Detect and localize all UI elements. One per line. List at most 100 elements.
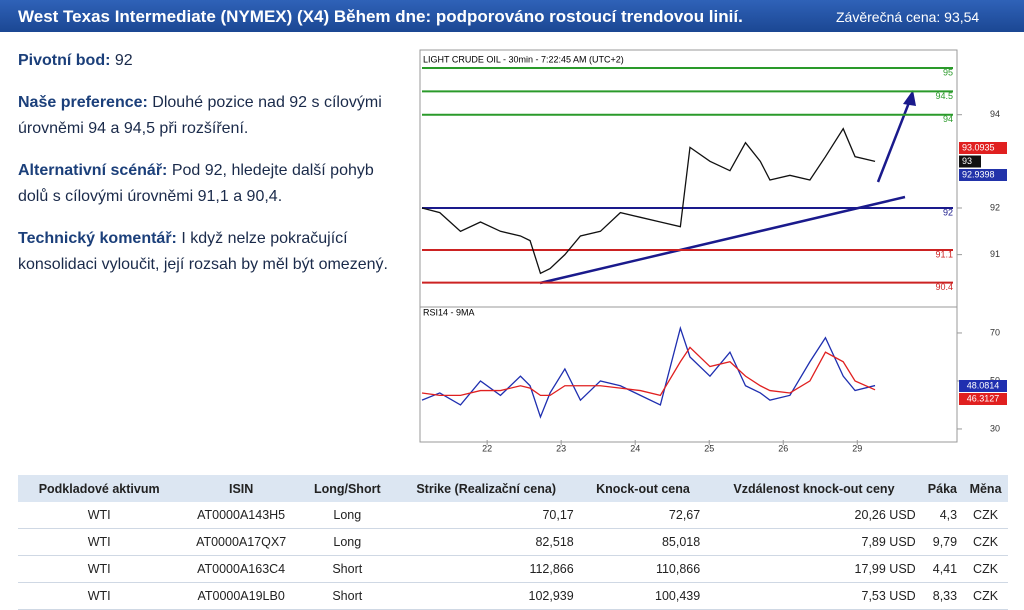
chart-title: LIGHT CRUDE OIL - 30min - 7:22:45 AM (UT… [423, 54, 624, 64]
table-cell: 72,67 [579, 502, 707, 529]
table-cell: Long [301, 528, 393, 556]
paragraph: Naše preference: Dlouhé pozice nad 92 s … [18, 90, 408, 142]
level-label: 91.1 [935, 249, 953, 259]
price-label: 92.9398 [962, 169, 995, 179]
column-header: Měna [963, 475, 1008, 502]
table-cell: 20,26 USD [706, 502, 922, 529]
table-cell: 70,17 [392, 502, 580, 529]
table-cell: WTI [18, 502, 181, 529]
table-body: WTI AT0000A143H5 Long 70,17 72,67 20,26 USD 4,… [18, 502, 1008, 610]
table-cell: Short [301, 555, 393, 583]
table-row: WTI AT0000A17QX7 Long 82,518 85,018 7,89 USD 9… [18, 528, 1008, 556]
text: I když nelze pokračující konsolidaci vyl… [18, 230, 388, 273]
level-label: 95 [943, 67, 953, 77]
table-cell: 9,79 [921, 528, 964, 556]
arrow [876, 99, 912, 183]
y-tick-label: 92 [990, 202, 1000, 212]
table-row: WTI AT0000A19LB0 Short 102,939 100,439 7,53 U… [18, 582, 1008, 610]
text: 92 [114, 52, 133, 69]
table-cell: CZK [963, 528, 1008, 556]
table-cell: AT0000A17QX7 [180, 528, 302, 556]
table-cell: Long [301, 502, 393, 529]
chart-title: RSI14 - 9MA [423, 307, 475, 317]
level-label: 92 [943, 207, 953, 217]
table-cell: 7,53 USD [706, 582, 922, 610]
table: Podkladové aktivum ISIN Long/Short Strike (… [18, 475, 1008, 610]
table-cell: WTI [18, 528, 181, 556]
table-cell: WTI [18, 555, 181, 583]
table-row: WTI AT0000A143H5 Long 70,17 72,67 20,26 USD 4,… [18, 502, 1008, 529]
price-label: 93 [962, 156, 972, 166]
last-value-label: 46.3127 [967, 393, 1000, 403]
header: West Texas Intermediate (NYMEX) (X4) Běh… [0, 0, 1024, 32]
label: Pivotní bod: [18, 52, 111, 69]
header-title: West Texas Intermediate (NYMEX) (X4) Běh… [18, 7, 743, 26]
column-header: ISIN [180, 475, 302, 502]
column-header: Vzdálenost knock-out ceny [706, 475, 922, 502]
price-box [959, 169, 1007, 181]
table-cell: 8,33 [921, 582, 964, 610]
table-cell: 110,866 [579, 555, 707, 583]
column-header: Páka [921, 475, 964, 502]
table-cell: 82,518 [392, 528, 580, 556]
column-header: Long/Short [301, 475, 393, 502]
x-tick-label: 23 [556, 443, 566, 453]
paragraph: Technický komentář: I když nelze pokraču… [18, 226, 408, 278]
series-line [421, 325, 876, 419]
table-cell: 7,89 USD [706, 528, 922, 556]
column-header: Knock-out cena [579, 475, 707, 502]
paragraph: Pivotní bod: 92 [18, 48, 408, 74]
table-cell: AT0000A19LB0 [180, 582, 302, 610]
column-header: Strike (Realizační cena) [392, 475, 580, 502]
y-tick-label: 70 [990, 327, 1000, 337]
label: Alternativní scénář: [18, 162, 168, 179]
arrow-head [903, 90, 916, 106]
table-cell: 85,018 [579, 528, 707, 556]
column-header: Podkladové aktivum [18, 475, 181, 502]
y-tick-label: 30 [990, 423, 1000, 433]
chart: LIGHT CRUDE OIL - 30min - 7:22:45 AM (UT… [419, 49, 1007, 453]
table-cell: 4,3 [921, 502, 964, 529]
label: Technický komentář: [18, 230, 177, 247]
series-line [421, 127, 876, 275]
last-value-box [959, 380, 1007, 392]
chart-frame [419, 49, 958, 443]
close-price: Závěrečná cena: 93,54 [836, 9, 980, 25]
commentary: Pivotní bod: 92 Naše preference: Dlouhé … [18, 48, 408, 294]
x-tick-label: 24 [630, 443, 640, 453]
table-cell: 112,866 [392, 555, 580, 583]
table-cell: Short [301, 582, 393, 610]
price-label: 93.0935 [962, 142, 995, 152]
table-cell: AT0000A163C4 [180, 555, 302, 583]
table-cell: 4,41 [921, 555, 964, 583]
series-line [421, 346, 876, 397]
table-cell: AT0000A143H5 [180, 502, 302, 529]
trend-line [539, 195, 906, 285]
table-row: WTI AT0000A163C4 Short 112,866 110,866 17,99 … [18, 555, 1008, 583]
header-row: Podkladové aktivum ISIN Long/Short Strike (… [18, 475, 1008, 502]
level-label: 90.4 [935, 282, 953, 292]
table-cell: 17,99 USD [706, 555, 922, 583]
x-tick-label: 29 [852, 443, 862, 453]
last-value-box [959, 393, 1007, 405]
table-cell: CZK [963, 555, 1008, 583]
price-box [959, 142, 1007, 154]
last-value-label: 48.0814 [967, 380, 1000, 390]
paragraph: Alternativní scénář: Pod 92, hledejte da… [18, 158, 408, 210]
text: Dlouhé pozice nad 92 s cílovými úrovněmi… [18, 94, 382, 137]
level-label: 94.5 [935, 91, 953, 101]
text: Pod 92, hledejte další pohyb dolů s cílo… [18, 162, 374, 205]
x-tick-label: 25 [704, 443, 714, 453]
table-cell: WTI [18, 582, 181, 610]
y-tick-label: 94 [990, 109, 1000, 119]
y-tick-label: 91 [990, 249, 1000, 259]
x-tick-label: 22 [482, 443, 492, 453]
table-cell: 102,939 [392, 582, 580, 610]
level-label: 94 [943, 114, 953, 124]
table-cell: CZK [963, 502, 1008, 529]
table-cell: 100,439 [579, 582, 707, 610]
x-tick-label: 26 [778, 443, 788, 453]
table-cell: CZK [963, 582, 1008, 610]
label: Naše preference: [18, 94, 148, 111]
